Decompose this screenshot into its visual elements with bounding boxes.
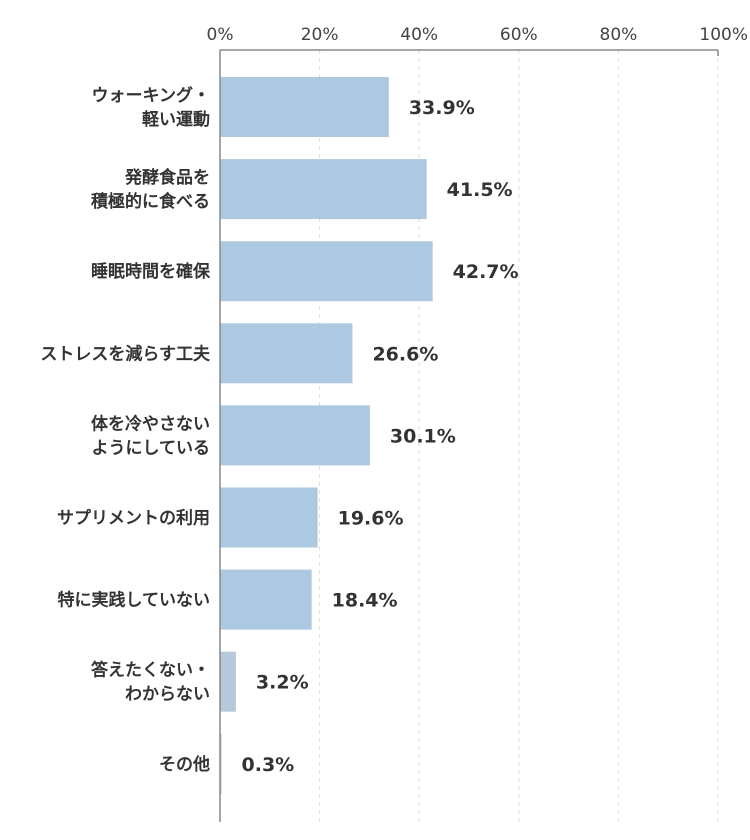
bar — [220, 569, 312, 630]
category-label-line: その他 — [159, 754, 210, 775]
category-label-line: ようにしている — [92, 438, 211, 458]
category-label: 特に実践していない — [58, 590, 211, 611]
category-label-line: 発酵食品を — [124, 167, 210, 188]
category-label-line: わからない — [125, 685, 210, 705]
bars — [220, 77, 433, 794]
category-label: サプリメントの利用 — [57, 508, 210, 529]
category-label-line: 体を冷やさない — [91, 413, 210, 434]
value-label: 19.6% — [338, 508, 404, 530]
x-tick-label: 80% — [600, 25, 638, 45]
bar — [220, 651, 236, 712]
x-tick-label: 20% — [301, 25, 339, 45]
category-label: 発酵食品を積極的に食べる — [91, 167, 210, 212]
x-tick-label: 40% — [400, 25, 438, 45]
category-label-line: 睡眠時間を確保 — [91, 261, 211, 282]
x-tick-label: 60% — [500, 25, 538, 45]
category-label-line: サプリメントの利用 — [57, 508, 210, 529]
category-label-line: 軽い運動 — [142, 109, 210, 130]
x-axis-ticks: 0% 20% 40% 60% 80% 100% — [207, 25, 748, 45]
category-labels: ウォーキング・軽い運動発酵食品を積極的に食べる睡眠時間を確保ストレスを減らす工夫… — [40, 85, 211, 775]
category-label-line: ウォーキング・ — [92, 85, 211, 106]
value-label: 30.1% — [390, 425, 456, 447]
value-labels: 33.9% 41.5% 42.7% 26.6% 30.1% 19.6% 18.4% 3.2% 0… — [242, 97, 519, 776]
value-label: 33.9% — [409, 97, 475, 119]
bar — [220, 323, 353, 384]
category-label: その他 — [159, 754, 210, 775]
bar — [220, 159, 427, 220]
value-label: 18.4% — [332, 590, 398, 612]
category-label: 体を冷やさないようにしている — [91, 413, 210, 458]
bar — [220, 77, 389, 137]
category-label-line: 積極的に食べる — [91, 191, 210, 212]
value-label: 41.5% — [447, 179, 513, 201]
category-label: 睡眠時間を確保 — [91, 261, 211, 282]
value-label: 3.2% — [256, 672, 309, 694]
x-tick-label: 0% — [207, 25, 234, 45]
axes — [219, 49, 719, 822]
bar — [220, 405, 370, 466]
value-label: 0.3% — [242, 754, 295, 776]
bar — [220, 241, 433, 302]
x-tick-label: 100% — [699, 25, 748, 45]
category-label: 答えたくない・わからない — [91, 660, 210, 705]
category-label: ウォーキング・軽い運動 — [92, 85, 211, 130]
category-label: ストレスを減らす工夫 — [40, 343, 211, 364]
category-label-line: ストレスを減らす工夫 — [40, 343, 211, 364]
value-label: 42.7% — [453, 261, 519, 283]
bar — [220, 487, 318, 548]
category-label-line: 特に実践していない — [58, 590, 211, 611]
value-label: 26.6% — [372, 343, 438, 365]
category-label-line: 答えたくない・ — [91, 660, 210, 681]
